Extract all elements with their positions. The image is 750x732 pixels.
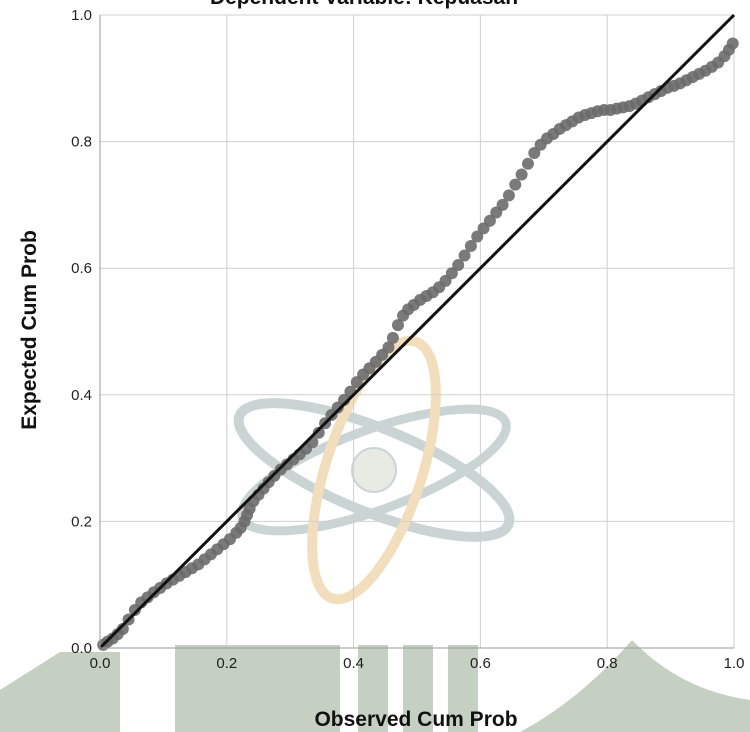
x-tick-labels: 0.0 0.2 0.4 0.6 0.8 1.0 — [90, 655, 745, 672]
reference-line — [98, 13, 736, 650]
data-point — [496, 198, 509, 211]
data-point — [726, 37, 739, 50]
x-tick-label: 0.8 — [597, 655, 618, 672]
x-tick-label: 0.0 — [90, 655, 111, 672]
data-point — [452, 259, 465, 272]
data-point — [464, 240, 477, 253]
data-point — [382, 341, 395, 354]
data-point — [391, 319, 404, 332]
y-tick-label: 0.4 — [71, 387, 92, 404]
data-point — [386, 331, 399, 344]
x-tick-label: 0.2 — [216, 655, 237, 672]
data-point — [471, 230, 484, 243]
data-point — [509, 178, 522, 191]
data-point — [445, 267, 458, 280]
diagonal-line — [98, 13, 736, 650]
y-tick-label: 0.2 — [71, 513, 92, 530]
y-tick-label: 0.8 — [71, 134, 92, 151]
data-point — [116, 623, 129, 636]
watermark-logo — [0, 335, 750, 732]
y-tick-label: 1.0 — [71, 7, 92, 24]
y-tick-label: 0.0 — [71, 640, 92, 657]
data-point — [521, 157, 534, 170]
data-point — [483, 214, 496, 227]
y-tick-labels: 0.0 0.2 0.4 0.6 0.8 1.0 — [71, 7, 92, 657]
y-axis-title: Expected Cum Prob — [18, 230, 41, 430]
chart-title: Dependent Variable: Kepuasan — [210, 0, 518, 9]
data-point — [458, 249, 471, 262]
data-point — [312, 426, 325, 439]
x-tick-label: 0.4 — [343, 655, 364, 672]
plot-frame — [99, 15, 734, 649]
data-points — [97, 37, 739, 651]
x-axis-title: Observed Cum Prob — [314, 708, 517, 731]
y-tick-label: 0.6 — [71, 260, 92, 277]
x-tick-label: 0.6 — [470, 655, 491, 672]
data-point — [502, 189, 515, 202]
data-point — [515, 168, 528, 181]
data-point — [528, 146, 541, 159]
x-tick-label: 1.0 — [724, 655, 745, 672]
